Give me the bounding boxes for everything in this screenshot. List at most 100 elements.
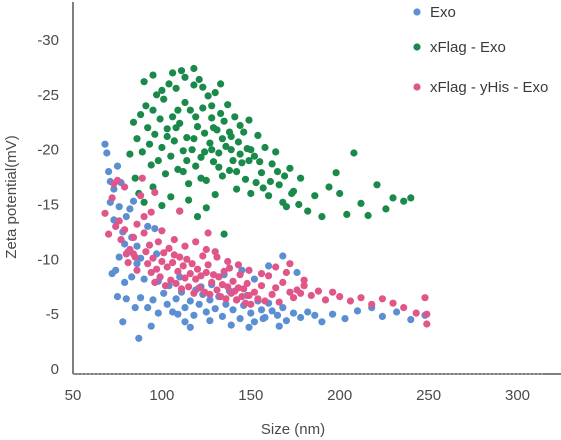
data-point	[133, 260, 141, 268]
data-point	[257, 306, 266, 314]
data-point	[234, 138, 242, 146]
data-point	[275, 298, 283, 306]
data-point	[140, 229, 148, 237]
data-point	[195, 284, 203, 292]
data-point	[247, 146, 255, 154]
data-point	[224, 101, 232, 109]
x-tick-label: 50	[65, 387, 82, 404]
data-point	[307, 291, 315, 300]
y-tick-labels: 0 -5 -10 -15 -20 -25 -30	[37, 32, 59, 378]
data-point	[149, 296, 157, 304]
data-point	[204, 92, 212, 100]
data-point	[138, 148, 146, 156]
legend-marker	[413, 43, 421, 51]
data-point	[250, 288, 258, 296]
data-point	[233, 296, 241, 304]
data-point	[245, 266, 253, 274]
data-point	[229, 277, 237, 285]
data-point	[202, 204, 210, 212]
y-tick-label: -10	[37, 251, 59, 268]
data-point	[289, 309, 298, 317]
data-point	[279, 252, 287, 260]
legend-item: xFlag - yHis - Exo	[413, 79, 548, 96]
data-point	[156, 273, 164, 281]
data-point	[165, 244, 173, 252]
data-point	[142, 102, 150, 110]
data-point	[169, 69, 177, 77]
data-point	[193, 265, 202, 273]
data-point	[208, 278, 216, 286]
data-point	[174, 267, 182, 275]
data-point	[247, 189, 255, 198]
data-point	[261, 143, 269, 152]
data-point	[412, 309, 420, 317]
data-point	[119, 318, 127, 326]
data-point	[113, 293, 122, 301]
data-point	[389, 299, 397, 307]
data-point	[149, 254, 157, 262]
data-point	[151, 130, 159, 138]
data-point	[149, 106, 157, 114]
data-point	[167, 152, 175, 160]
data-point	[190, 64, 198, 73]
data-point	[149, 71, 157, 79]
data-point	[199, 83, 207, 91]
data-point	[154, 309, 162, 317]
data-point	[273, 168, 282, 176]
data-point	[378, 312, 386, 320]
data-point	[227, 321, 235, 329]
data-point	[204, 261, 212, 269]
data-point	[300, 282, 308, 290]
data-point	[147, 268, 155, 277]
data-point	[137, 111, 145, 119]
data-point	[282, 268, 290, 277]
legend-label: Exo	[430, 4, 456, 21]
x-tick-labels: 50 100 150 200 250 300	[65, 387, 530, 404]
data-point	[357, 199, 365, 207]
data-point	[329, 288, 337, 296]
data-point	[137, 294, 145, 302]
data-point	[279, 278, 287, 286]
data-point	[172, 279, 180, 288]
data-point	[257, 169, 266, 177]
data-point	[265, 272, 273, 280]
data-point	[211, 89, 219, 97]
data-point	[160, 249, 168, 257]
data-point	[254, 131, 262, 139]
data-point	[286, 260, 294, 268]
data-point	[229, 306, 237, 314]
data-point	[124, 259, 132, 267]
data-point	[236, 315, 244, 323]
data-point	[311, 311, 319, 319]
data-point	[247, 309, 255, 317]
data-point	[158, 202, 166, 210]
data-point	[265, 192, 273, 200]
data-point	[209, 158, 218, 166]
data-point	[227, 146, 235, 154]
y-axis-title: Zeta potential(mV)	[3, 135, 20, 258]
data-point	[236, 271, 244, 279]
data-point	[208, 114, 216, 122]
data-point	[222, 295, 230, 303]
x-axis-title: Size (nm)	[261, 421, 325, 438]
legend-marker	[413, 8, 421, 16]
data-point	[218, 312, 226, 320]
data-point	[122, 295, 130, 303]
data-point	[329, 310, 337, 318]
data-point	[126, 205, 134, 213]
data-point	[311, 192, 319, 200]
data-point	[177, 67, 186, 75]
data-point	[389, 194, 397, 202]
data-point	[233, 168, 241, 176]
data-point	[145, 140, 154, 148]
data-point	[318, 318, 326, 326]
data-point	[225, 264, 234, 272]
data-point	[142, 248, 150, 256]
legend-label: xFlag - Exo	[430, 39, 506, 56]
data-point	[185, 180, 193, 188]
data-point	[129, 197, 138, 205]
data-point	[122, 213, 130, 221]
data-point	[176, 207, 184, 215]
data-point	[101, 209, 109, 217]
